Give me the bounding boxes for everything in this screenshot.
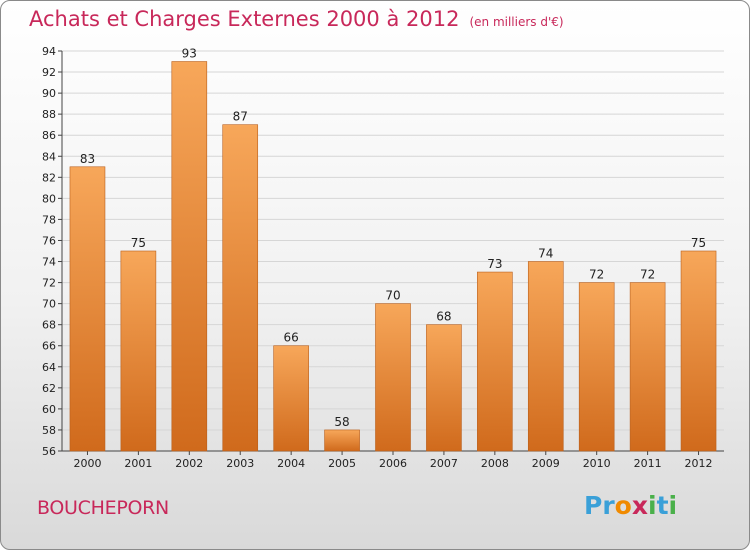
proxiti-logo[interactable]: Proxiti [584, 491, 677, 520]
y-tick-label: 76 [42, 234, 56, 247]
y-tick-label: 72 [42, 277, 56, 290]
bar-value-label: 83 [80, 152, 95, 166]
y-tick-label: 92 [42, 66, 56, 79]
bar-value-label: 68 [436, 310, 451, 324]
bar [578, 282, 615, 452]
x-tick-label: 2002 [175, 457, 203, 470]
bar [477, 271, 513, 452]
bar-value-label: 66 [284, 331, 299, 345]
x-tick-label: 2005 [328, 457, 356, 470]
bar-value-label: 93 [182, 47, 197, 61]
y-tick-label: 70 [42, 298, 56, 311]
bar [222, 124, 259, 452]
y-tick-label: 78 [42, 213, 56, 226]
logo-letter: o [614, 491, 632, 520]
bar-chart: 56 58 60 62 64 66 68 70 72 74 76 78 80 82 84 86 88 90 92 94… [42, 45, 724, 470]
bar-value-label: 58 [334, 415, 349, 429]
y-tick-label: 56 [42, 445, 56, 458]
y-tick-label: 64 [42, 361, 56, 374]
bar [426, 324, 462, 452]
y-tick-label: 94 [42, 45, 56, 58]
bar [324, 429, 360, 452]
y-tick-label: 60 [42, 403, 56, 416]
bar [375, 303, 411, 452]
y-tick-label: 66 [42, 340, 56, 353]
bar [171, 61, 208, 452]
bar [120, 250, 157, 452]
bar [273, 345, 309, 452]
logo-letter: i [668, 491, 678, 520]
logo-letter: t [656, 491, 669, 520]
logo-letter: P [584, 491, 603, 520]
chart-title-text: Achats et Charges Externes 2000 à 2012 [29, 7, 460, 31]
bar-value-label: 87 [233, 110, 248, 124]
bar [69, 166, 106, 452]
bars [69, 61, 717, 452]
bar-value-label: 72 [589, 268, 604, 282]
logo-letter: x [631, 491, 648, 520]
bar [629, 282, 666, 452]
x-tick-label: 2008 [481, 457, 509, 470]
bar-value-label: 75 [691, 236, 706, 250]
bar-value-label: 74 [538, 247, 553, 261]
y-tick-label: 58 [42, 424, 56, 437]
bar-value-label: 75 [131, 236, 146, 250]
x-tick-label: 2010 [583, 457, 611, 470]
x-tick-label: 2009 [532, 457, 560, 470]
bar-value-label: 70 [385, 289, 400, 303]
y-tick-label: 88 [42, 108, 56, 121]
y-tick-label: 68 [42, 319, 56, 332]
labels: 56 58 60 62 64 66 68 70 72 74 76 78 80 82 84 86 88 90 92 94… [42, 45, 713, 470]
y-tick-label: 82 [42, 171, 56, 184]
chart-unit: (en milliers d'€) [469, 15, 564, 29]
x-tick-label: 2011 [634, 457, 662, 470]
y-tick-label: 90 [42, 87, 56, 100]
x-tick-label: 2007 [430, 457, 458, 470]
y-tick-label: 84 [42, 150, 56, 163]
chart-title: Achats et Charges Externes 2000 à 2012 (e… [29, 7, 564, 31]
x-tick-label: 2006 [379, 457, 407, 470]
bar-value-label: 73 [487, 257, 502, 271]
town-name: BOUCHEPORN [37, 497, 169, 519]
bar [680, 250, 717, 452]
x-tick-label: 2001 [124, 457, 152, 470]
y-tick-label: 86 [42, 129, 56, 142]
bar [527, 261, 564, 452]
x-tick-label: 2012 [685, 457, 713, 470]
x-tick-label: 2004 [277, 457, 305, 470]
x-tick-label: 2000 [73, 457, 101, 470]
x-tick-label: 2003 [226, 457, 254, 470]
y-tick-label: 80 [42, 192, 56, 205]
logo-letter: i [648, 491, 657, 520]
logo-letter: r [602, 491, 615, 520]
y-tick-label: 62 [42, 382, 56, 395]
bar-value-label: 72 [640, 268, 655, 282]
y-tick-label: 74 [42, 256, 56, 269]
